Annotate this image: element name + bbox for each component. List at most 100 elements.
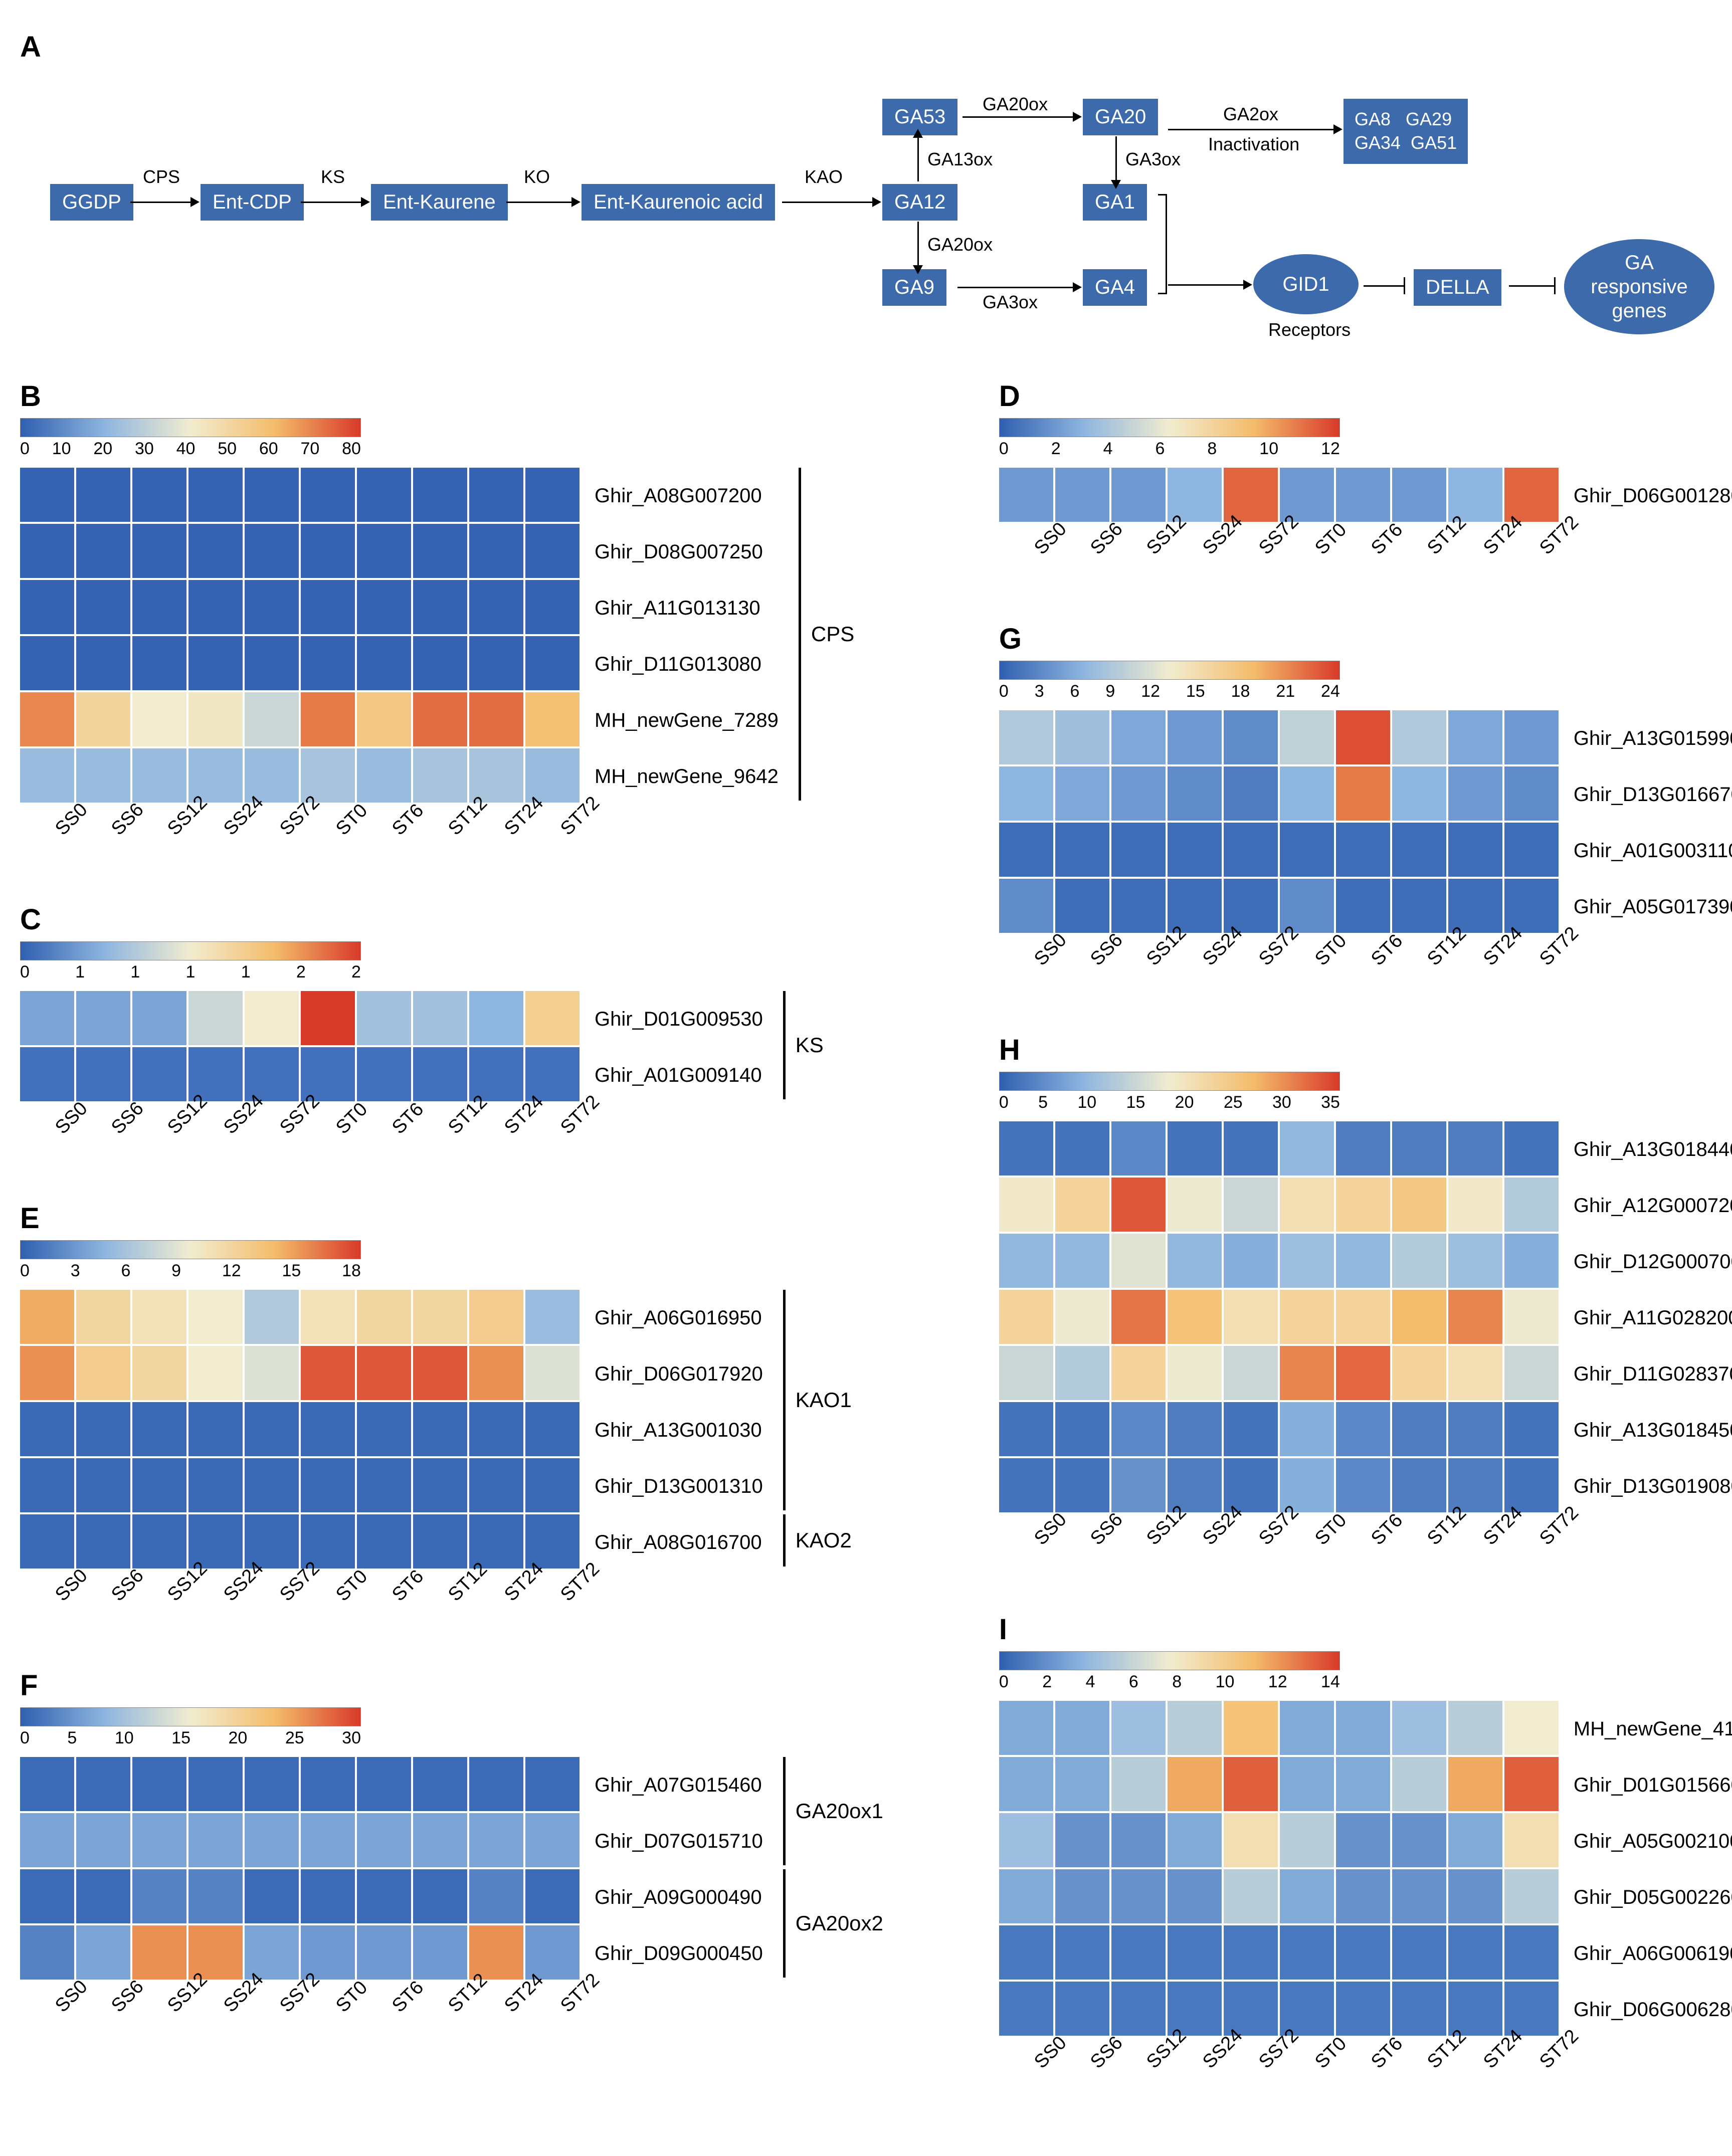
group-label: CPS bbox=[799, 468, 854, 801]
heatmap-cell bbox=[999, 1346, 1053, 1400]
colorbar-tick: 5 bbox=[67, 1728, 77, 1748]
heatmap-cell bbox=[1055, 1290, 1109, 1344]
heatmap-cell bbox=[1504, 1925, 1559, 1980]
panel-c-label: C bbox=[20, 903, 929, 936]
heatmap-cell bbox=[76, 991, 130, 1045]
heatmap-cell bbox=[525, 524, 580, 578]
heatmap-cell bbox=[357, 524, 411, 578]
edge-kao: KAO bbox=[805, 166, 843, 187]
heatmap-cell bbox=[20, 1346, 74, 1400]
colorbar-tick: 15 bbox=[1126, 1093, 1145, 1112]
heatmap-cell bbox=[469, 636, 523, 690]
heatmap-cell bbox=[1504, 1701, 1559, 1755]
heatmap-cell bbox=[1055, 1121, 1109, 1175]
heatmap-cell bbox=[1280, 1701, 1334, 1755]
panel-a-label: A bbox=[20, 30, 1712, 64]
heatmap-cell bbox=[525, 468, 580, 522]
heatmap-cell bbox=[1168, 1121, 1222, 1175]
heatmap-cell bbox=[20, 468, 74, 522]
colorbar-tick: 10 bbox=[1216, 1672, 1235, 1692]
heatmap-cell bbox=[1055, 766, 1109, 821]
heatmap-cell bbox=[999, 766, 1053, 821]
colorbar-tick: 0 bbox=[20, 962, 30, 982]
heatmap-cell bbox=[1504, 710, 1559, 764]
heatmap-cell bbox=[357, 1402, 411, 1456]
heatmap-cell bbox=[357, 991, 411, 1045]
group-label: KAO2 bbox=[783, 1514, 852, 1566]
colorbar-tick: 70 bbox=[300, 439, 319, 459]
heatmap: SS0SS6SS12SS24SS72ST0ST6ST12ST24ST72Ghir… bbox=[20, 1757, 929, 2045]
heatmap-cell bbox=[188, 1346, 243, 1400]
heatmap-cell bbox=[1224, 1290, 1278, 1344]
panel-c: C0111122SS0SS6SS12SS24SS72ST0ST6ST12ST24… bbox=[20, 903, 929, 1166]
heatmap-cell bbox=[245, 1813, 299, 1867]
colorbar-tick: 25 bbox=[285, 1728, 304, 1748]
heatmap-cell bbox=[1055, 1178, 1109, 1232]
node-ggdp: GGDP bbox=[50, 184, 133, 221]
edge-ga13ox: GA13ox bbox=[927, 149, 993, 170]
heatmap-cell bbox=[301, 1869, 355, 1923]
heatmap-cell bbox=[301, 1346, 355, 1400]
heatmap-cell bbox=[1280, 1290, 1334, 1344]
colorbar-tick: 9 bbox=[171, 1261, 181, 1281]
heatmap-cell bbox=[301, 1402, 355, 1456]
heatmap: SS0SS6SS12SS24SS72ST0ST6ST12ST24ST72Ghir… bbox=[20, 468, 929, 868]
heatmap-cell bbox=[1392, 1869, 1446, 1923]
colorbar-tick: 25 bbox=[1224, 1093, 1243, 1112]
heatmap: SS0SS6SS12SS24SS72ST0ST6ST12ST24ST72Ghir… bbox=[999, 468, 1732, 587]
heatmap-cell bbox=[1111, 1402, 1166, 1456]
heatmap-cell bbox=[1055, 1701, 1109, 1755]
heatmap-cell bbox=[999, 710, 1053, 764]
heatmap-cell bbox=[1392, 1290, 1446, 1344]
figure: A GGDP Ent-CDP Ent-Kaurene Ent-Kaurenoic… bbox=[20, 30, 1712, 2136]
heatmap-cell bbox=[469, 1346, 523, 1400]
heatmap-cell bbox=[525, 1346, 580, 1400]
heatmap-cell bbox=[1111, 1290, 1166, 1344]
heatmap-cell bbox=[525, 1813, 580, 1867]
heatmap-cell bbox=[188, 524, 243, 578]
colorbar-tick: 0 bbox=[999, 439, 1009, 459]
heatmap-cell bbox=[999, 1121, 1053, 1175]
heatmap-cell bbox=[301, 991, 355, 1045]
heatmap-cell bbox=[1504, 1813, 1559, 1867]
colorbar-tick: 10 bbox=[115, 1728, 134, 1748]
heatmap-cell bbox=[1336, 766, 1390, 821]
colorbar-tick: 12 bbox=[1268, 1672, 1287, 1692]
heatmap-cell bbox=[357, 580, 411, 634]
colorbar: 02468101214 bbox=[999, 1651, 1732, 1692]
heatmap-cell bbox=[1280, 1234, 1334, 1288]
heatmap-cell bbox=[1224, 823, 1278, 877]
colorbar-tick: 1 bbox=[75, 962, 85, 982]
colorbar-tick: 1 bbox=[130, 962, 140, 982]
heatmap-cell bbox=[132, 636, 186, 690]
heatmap-cell bbox=[413, 1813, 467, 1867]
heatmap-cell bbox=[76, 1813, 130, 1867]
edge-ga20ox-b: GA20ox bbox=[983, 94, 1048, 115]
heatmap-cell bbox=[1224, 710, 1278, 764]
colorbar-tick: 3 bbox=[71, 1261, 80, 1281]
heatmap-cell bbox=[1504, 1757, 1559, 1811]
heatmap-cell bbox=[1168, 1234, 1222, 1288]
node-inactivation-box: GA8 GA29 GA34 GA51 bbox=[1343, 99, 1468, 164]
heatmap-cell bbox=[1336, 1290, 1390, 1344]
heatmap-cell bbox=[1111, 1701, 1166, 1755]
colorbar-tick: 24 bbox=[1321, 682, 1340, 701]
heatmap-cell bbox=[469, 580, 523, 634]
heatmap-cell bbox=[1055, 1402, 1109, 1456]
heatmap-cell bbox=[245, 991, 299, 1045]
heatmap-cell bbox=[188, 1458, 243, 1512]
heatmap-cell bbox=[1055, 1346, 1109, 1400]
row-label: Ghir_A06G006190 bbox=[1574, 1925, 1732, 1982]
heatmap-cell bbox=[132, 1346, 186, 1400]
colorbar-tick: 60 bbox=[259, 439, 278, 459]
colorbar: 051015202530 bbox=[20, 1707, 929, 1748]
heatmap-cell bbox=[301, 524, 355, 578]
heatmap-cell bbox=[1392, 1402, 1446, 1456]
heatmap-cell bbox=[20, 1458, 74, 1512]
heatmap-cell bbox=[1111, 1813, 1166, 1867]
heatmap-cell bbox=[1504, 823, 1559, 877]
heatmap-cell bbox=[20, 1290, 74, 1344]
heatmap-cell bbox=[1224, 1121, 1278, 1175]
heatmap-cell bbox=[76, 636, 130, 690]
heatmap-cell bbox=[132, 524, 186, 578]
